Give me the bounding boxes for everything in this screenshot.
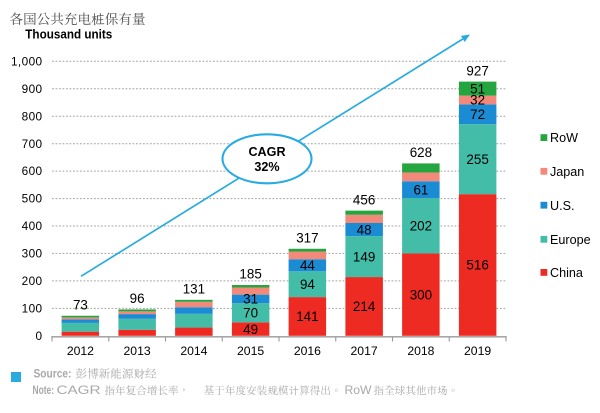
svg-text:CAGR: CAGR xyxy=(248,145,285,159)
svg-text:2017: 2017 xyxy=(351,344,378,358)
svg-text:400: 400 xyxy=(22,219,43,233)
svg-text:32%: 32% xyxy=(254,160,279,174)
svg-text:131: 131 xyxy=(183,282,205,297)
svg-text:185: 185 xyxy=(239,267,261,282)
svg-text:94: 94 xyxy=(300,277,315,292)
svg-text:900: 900 xyxy=(22,82,43,96)
svg-text:31: 31 xyxy=(243,292,258,307)
svg-text:0: 0 xyxy=(36,329,43,343)
svg-text:CAGR: CAGR xyxy=(57,383,101,397)
svg-text:2015: 2015 xyxy=(237,344,264,358)
svg-text:Source:: Source: xyxy=(34,367,72,381)
svg-text:600: 600 xyxy=(22,164,43,178)
svg-text:44: 44 xyxy=(300,258,315,273)
svg-text:32: 32 xyxy=(470,93,485,108)
svg-text:70: 70 xyxy=(243,305,258,320)
svg-text:100: 100 xyxy=(22,302,43,316)
svg-text:Note:: Note: xyxy=(33,383,55,397)
svg-text:214: 214 xyxy=(353,299,376,314)
svg-text:2013: 2013 xyxy=(124,344,151,358)
svg-text:49: 49 xyxy=(243,322,258,337)
svg-text:51: 51 xyxy=(470,81,485,96)
svg-text:2014: 2014 xyxy=(180,344,207,358)
svg-text:2016: 2016 xyxy=(294,344,321,358)
svg-text:456: 456 xyxy=(353,192,375,207)
svg-text:U.S.: U.S. xyxy=(550,199,575,213)
svg-text:149: 149 xyxy=(353,249,375,264)
svg-text:255: 255 xyxy=(466,152,488,167)
svg-text:48: 48 xyxy=(357,222,372,237)
svg-text:China: China xyxy=(550,266,583,280)
svg-text:RoW: RoW xyxy=(550,131,578,145)
svg-text:300: 300 xyxy=(410,287,432,302)
svg-text:RoW: RoW xyxy=(345,383,373,397)
svg-text:927: 927 xyxy=(466,63,488,78)
svg-text:61: 61 xyxy=(413,182,428,197)
svg-text:96: 96 xyxy=(130,291,145,306)
svg-text:2019: 2019 xyxy=(464,344,491,358)
svg-text:800: 800 xyxy=(22,109,43,123)
svg-text:500: 500 xyxy=(22,192,43,206)
svg-text:Thousand units: Thousand units xyxy=(25,26,112,41)
svg-text:628: 628 xyxy=(410,145,432,160)
svg-text:300: 300 xyxy=(22,247,43,261)
svg-text:141: 141 xyxy=(296,309,318,324)
svg-text:Europe: Europe xyxy=(550,233,591,247)
svg-text:516: 516 xyxy=(466,258,488,273)
svg-text:2018: 2018 xyxy=(407,344,434,358)
svg-text:72: 72 xyxy=(470,107,485,122)
svg-text:700: 700 xyxy=(22,137,43,151)
svg-text:200: 200 xyxy=(22,274,43,288)
svg-text:317: 317 xyxy=(296,231,318,246)
svg-text:2012: 2012 xyxy=(67,344,94,358)
svg-text:1,000: 1,000 xyxy=(11,54,43,68)
svg-text:Japan: Japan xyxy=(550,165,584,179)
svg-text:73: 73 xyxy=(73,298,88,313)
svg-text:202: 202 xyxy=(410,218,432,233)
